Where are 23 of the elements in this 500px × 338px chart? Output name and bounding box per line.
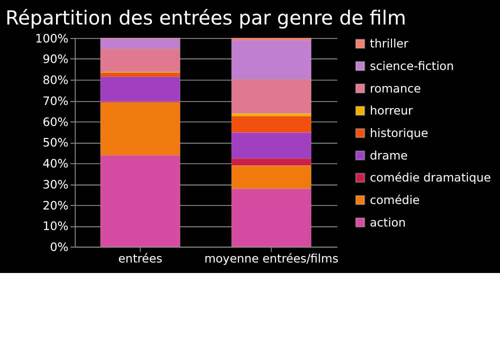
y-tick-label: 50% <box>42 136 68 150</box>
y-tick-label: 40% <box>42 156 68 171</box>
legend-label: romance <box>370 81 421 96</box>
y-tick-label: 80% <box>42 73 68 88</box>
legend-label: drame <box>370 148 408 162</box>
legend-label: action <box>370 215 406 230</box>
chart-title: Répartition des entrées par genre de film <box>5 6 406 30</box>
y-tick-label: 100% <box>35 31 68 46</box>
y-tick-label: 20% <box>42 198 68 212</box>
y-tick-label: 0% <box>50 240 68 254</box>
legend-label: historique <box>370 126 428 140</box>
y-tick-label: 90% <box>42 52 68 66</box>
legend-label: comédie <box>370 192 420 207</box>
legend-label: thriller <box>370 36 408 51</box>
y-tick-label: 30% <box>42 177 68 192</box>
y-tick-label: 60% <box>42 114 68 129</box>
y-tick-label: 10% <box>42 219 68 234</box>
x-tick-label: entrées <box>118 252 162 266</box>
y-tick-label: 70% <box>42 94 68 108</box>
x-tick-label: moyenne entrées/films <box>204 252 338 266</box>
legend-label: horreur <box>370 104 414 118</box>
legend-label: science-fiction <box>370 58 454 73</box>
legend-label: comédie dramatique <box>370 170 491 185</box>
